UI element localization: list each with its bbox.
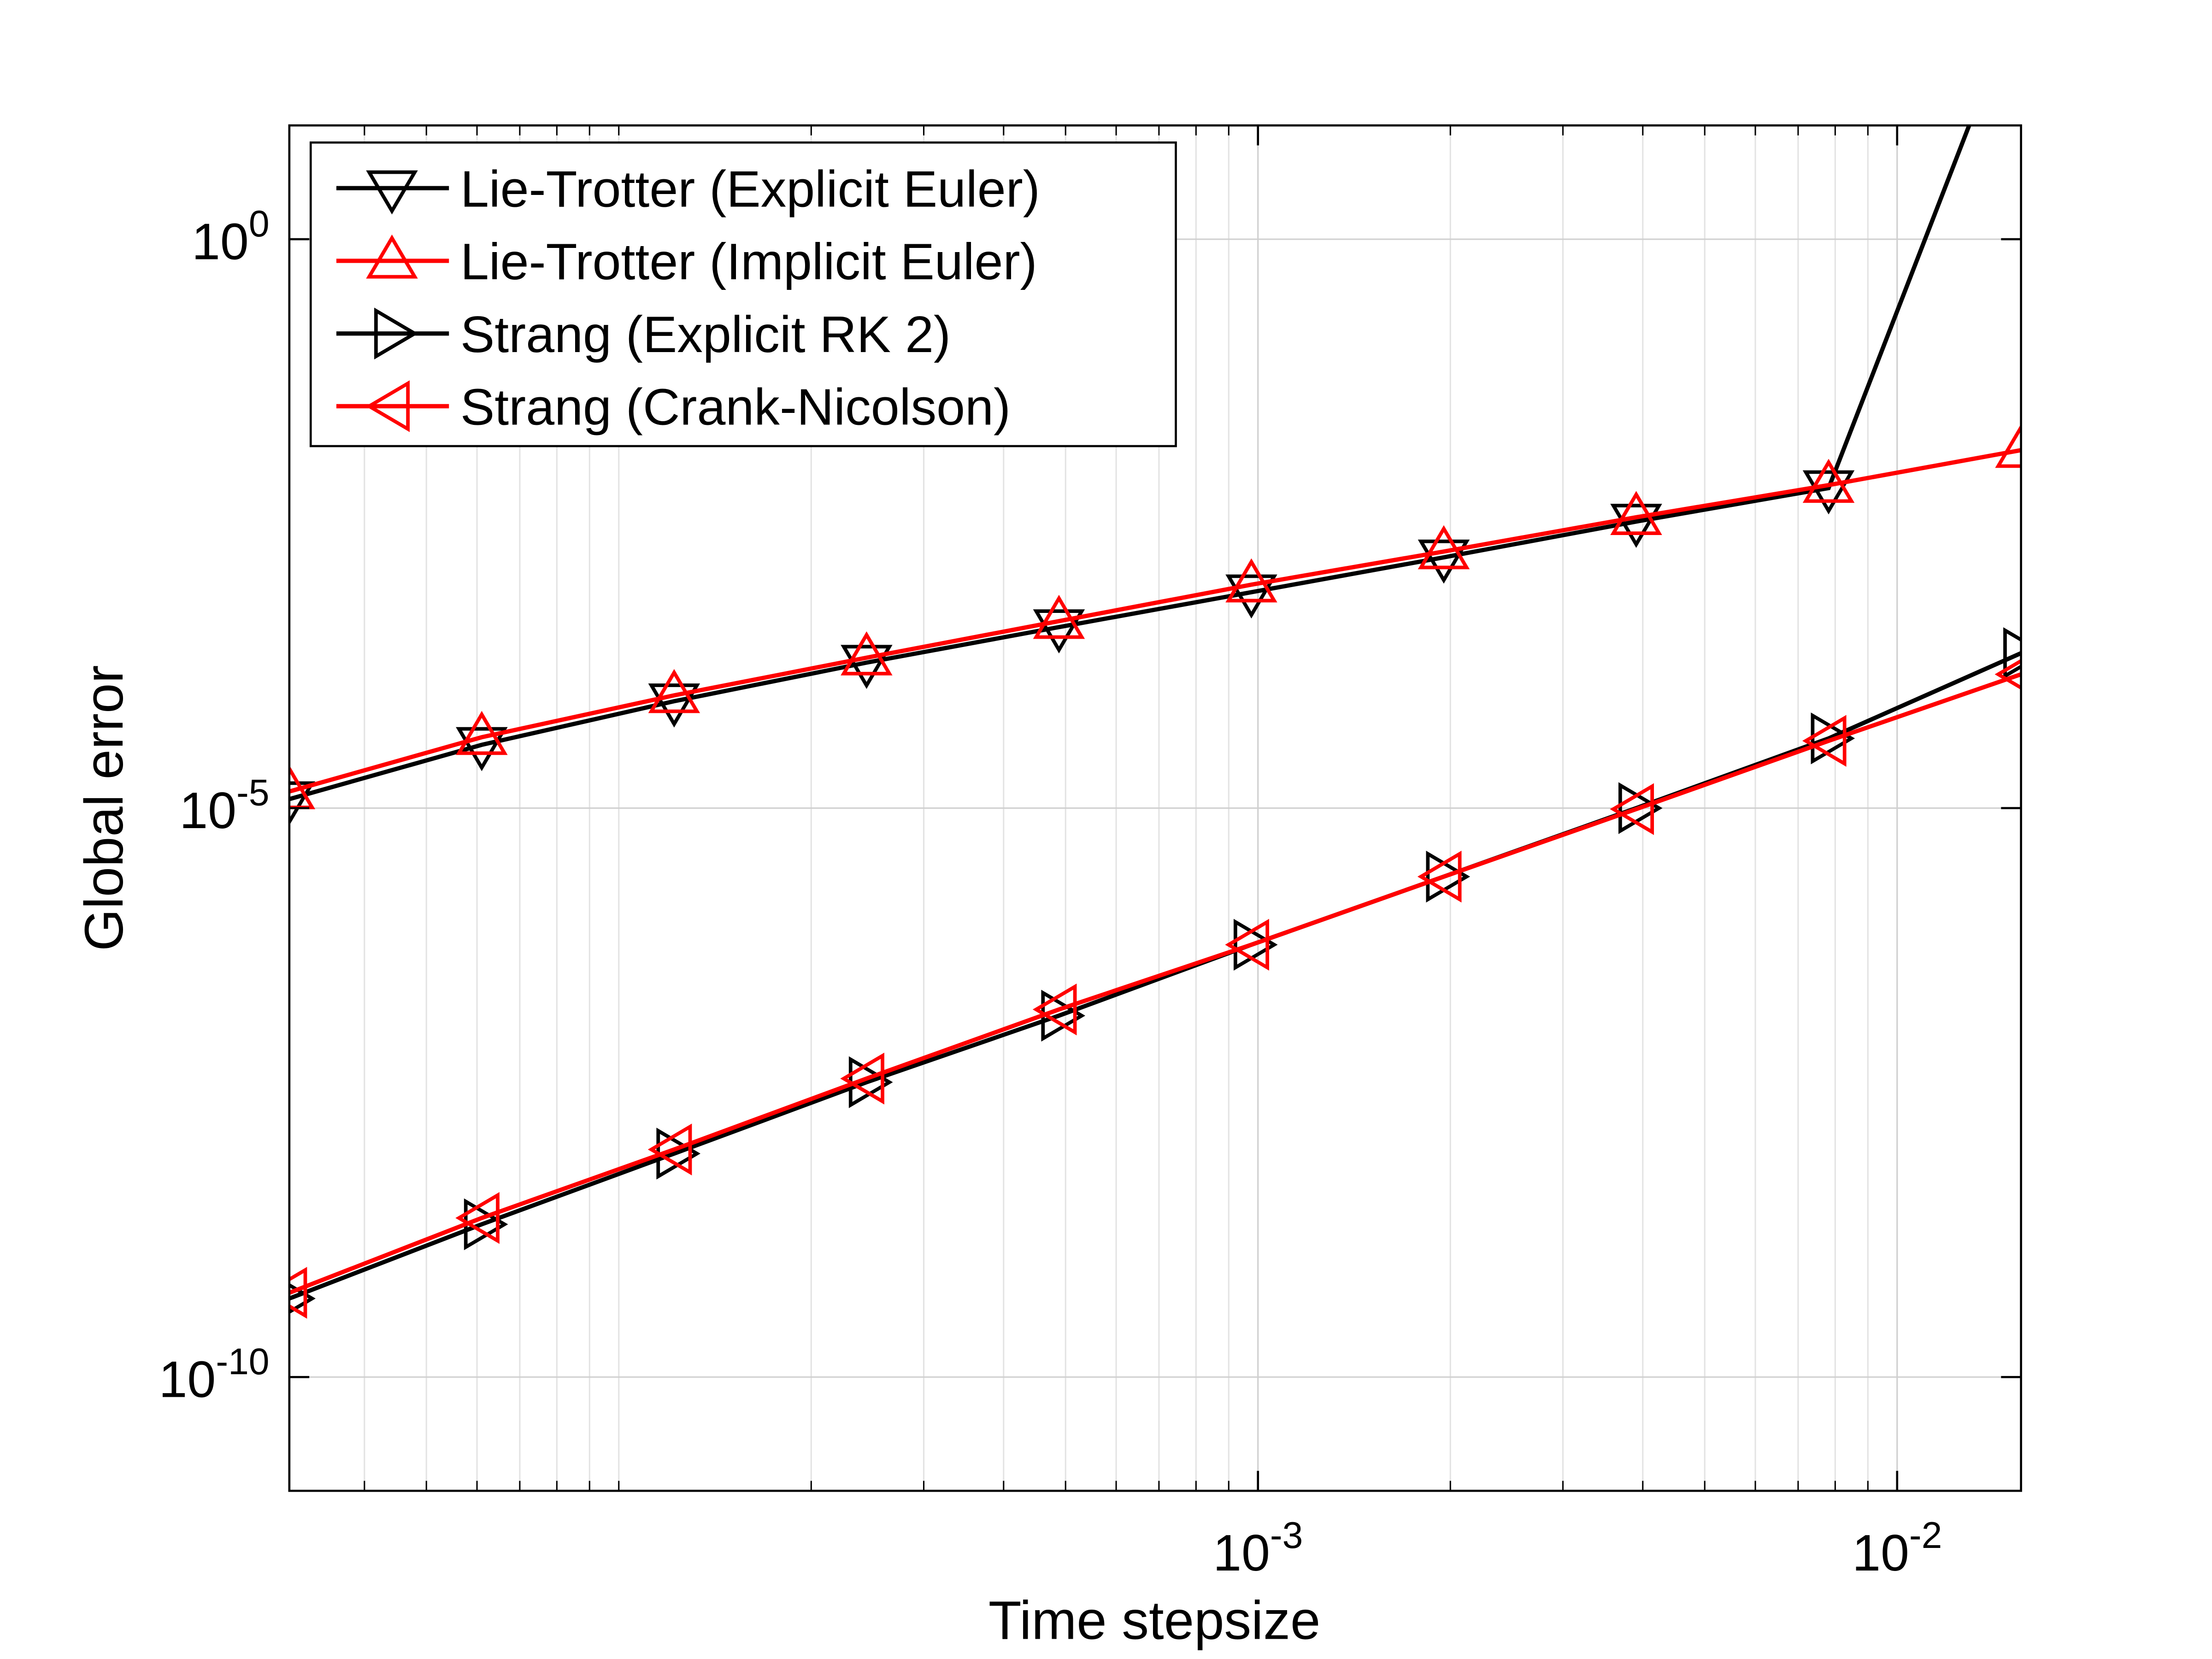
- legend-marker: [366, 234, 418, 279]
- marker: [1233, 918, 1278, 971]
- series-line: [289, 672, 2021, 1295]
- marker: [1994, 659, 2021, 690]
- marker: [648, 669, 700, 713]
- marker: [1417, 851, 1462, 903]
- marker: [1033, 609, 1085, 653]
- marker: [1418, 525, 1470, 570]
- marker: [1225, 558, 1277, 603]
- x-axis-label: Time stepsize: [988, 1590, 1321, 1651]
- marker: [1802, 459, 1855, 503]
- marker: [1610, 504, 1662, 548]
- marker: [1610, 491, 1662, 535]
- marker: [1225, 918, 1269, 971]
- y-tick-label: 10-5: [179, 772, 269, 839]
- marker: [1618, 782, 1663, 834]
- ticks: 10-3 10-2 10-10 10-5 100: [159, 125, 2021, 1582]
- marker: [1995, 424, 2021, 468]
- legend-box: [309, 141, 1177, 447]
- marker: [2003, 627, 2021, 679]
- legend-marker: [366, 170, 418, 215]
- legend: Lie-Trotter (Explicit Euler) Lie-Trotter …: [309, 141, 1177, 447]
- legend-label: Lie-Trotter (Implicit Euler): [460, 233, 1037, 290]
- marker: [456, 727, 508, 771]
- marker: [1032, 983, 1077, 1035]
- marker: [1610, 783, 1654, 835]
- marker: [289, 781, 316, 826]
- plot-area: [289, 125, 2021, 1319]
- legend-label: Strang (Crank-Nicolson): [460, 378, 1011, 436]
- marker: [647, 1124, 692, 1176]
- marker: [1418, 539, 1470, 584]
- marker: [840, 1053, 884, 1105]
- marker: [1225, 574, 1277, 619]
- x-tick-label: 10-3: [1213, 1515, 1303, 1582]
- marker: [1802, 715, 1847, 767]
- legend-label: Strang (Explicit RK 2): [460, 306, 951, 363]
- marker: [648, 683, 700, 728]
- marker: [1426, 851, 1471, 903]
- marker: [1802, 470, 1855, 515]
- x-tick-label: 10-2: [1852, 1515, 1942, 1582]
- marker: [455, 1192, 500, 1244]
- marker: [841, 631, 893, 676]
- marker: [456, 711, 508, 755]
- legend-marker: [374, 307, 418, 359]
- marker: [289, 1267, 307, 1319]
- series-line: [289, 125, 1971, 801]
- legend-marker: [365, 380, 410, 432]
- y-axis-label: Global error: [74, 665, 134, 951]
- y-tick-label: 100: [192, 203, 270, 270]
- legend-label: Lie-Trotter (Explicit Euler): [460, 160, 1040, 218]
- y-tick-label: 10-10: [159, 1341, 269, 1408]
- marker: [841, 645, 893, 689]
- series-line: [289, 448, 2021, 794]
- marker: [289, 765, 316, 810]
- marker: [1033, 594, 1085, 639]
